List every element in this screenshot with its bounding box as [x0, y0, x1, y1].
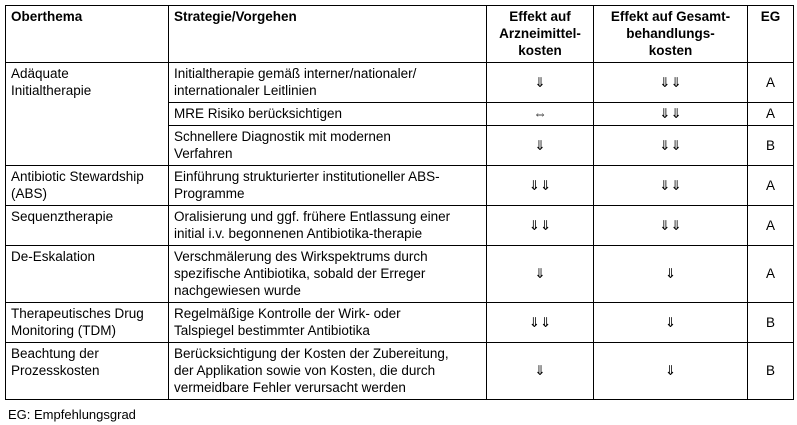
cell-gesamtkosten: ⇓⇓: [593, 165, 748, 206]
cell-gesamtkosten: ⇓⇓: [593, 125, 748, 166]
cell-eg: B: [747, 302, 794, 343]
cell-gesamtkosten: ⇓: [593, 302, 748, 343]
cell-gesamtkosten: ⇓⇓: [593, 62, 748, 103]
column-header-eg: EG: [747, 5, 794, 63]
cell-strategie: Initialtherapie gemäß interner/nationale…: [168, 62, 487, 103]
column-header-oberthema: Oberthema: [5, 5, 169, 63]
cell-arzneimittelkosten: ⇔: [486, 102, 594, 126]
cell-arzneimittelkosten: ⇓⇓: [486, 302, 594, 343]
cell-arzneimittelkosten: ⇓⇓: [486, 205, 594, 246]
cell-strategie: Oralisierung und ggf. frühere Entlassung…: [168, 205, 487, 246]
table-row: Therapeutisches Drug Monitoring (TDM) Reg…: [5, 302, 794, 343]
cell-strategie: MRE Risiko berücksichtigen: [168, 102, 487, 126]
recommendations-table: Oberthema Strategie/Vorgehen Effekt auf Ar…: [5, 5, 794, 400]
table-head: Oberthema Strategie/Vorgehen Effekt auf Ar…: [5, 5, 794, 63]
cell-strategie: Verschmälerung des Wirkspektrums durch s…: [168, 245, 487, 303]
cell-oberthema: De-Eskalation: [5, 245, 169, 303]
table-row: De-Eskalation Verschmälerung des Wirkspek…: [5, 245, 794, 303]
cell-eg: A: [747, 102, 794, 126]
cell-strategie: Einführung strukturierter institutionell…: [168, 165, 487, 206]
cell-arzneimittelkosten: ⇓: [486, 62, 594, 103]
cell-oberthema: Therapeutisches Drug Monitoring (TDM): [5, 302, 169, 343]
cell-gesamtkosten: ⇓⇓: [593, 205, 748, 246]
cell-eg: B: [747, 342, 794, 400]
column-header-gesamtkosten: Effekt auf Gesamt- behandlungs- kosten: [593, 5, 748, 63]
cell-oberthema: Beachtung der Prozesskosten: [5, 342, 169, 400]
table-row: Beachtung der Prozesskosten Berücksichtig…: [5, 342, 794, 400]
table-row: Schnellere Diagnostik mit modernen Verfa…: [6, 125, 794, 166]
cell-arzneimittelkosten: ⇓: [486, 125, 594, 166]
cell-gesamtkosten: ⇓: [593, 342, 748, 400]
cell-gesamtkosten: ⇓: [593, 245, 748, 303]
cell-strategie: Berücksichtigung der Kosten der Zubereit…: [168, 342, 487, 400]
cell-oberthema: Antibiotic Stewardship (ABS): [5, 165, 169, 206]
column-header-arzneimittelkosten: Effekt auf Arzneimittel- kosten: [486, 5, 594, 63]
cell-arzneimittelkosten: ⇓: [486, 342, 594, 400]
cell-eg: A: [747, 245, 794, 303]
eg-legend-note: EG: Empfehlungsgrad: [8, 407, 136, 422]
cell-gesamtkosten: ⇓⇓: [593, 102, 748, 126]
column-header-strategie: Strategie/Vorgehen: [168, 5, 487, 63]
cell-arzneimittelkosten: ⇓: [486, 245, 594, 303]
cell-eg: A: [747, 62, 794, 103]
cell-strategie: Regelmäßige Kontrolle der Wirk- oder Tal…: [168, 302, 487, 343]
cell-arzneimittelkosten: ⇓⇓: [486, 165, 594, 206]
cell-eg: A: [747, 165, 794, 206]
table-header-row: Oberthema Strategie/Vorgehen Effekt auf Ar…: [5, 5, 794, 63]
cell-oberthema: Adäquate Initialtherapie: [5, 62, 169, 166]
table-row: Adäquate Initialtherapie Initialtherapie …: [5, 62, 794, 166]
cell-eg: B: [747, 125, 794, 166]
table-row: Sequenztherapie Oralisierung und ggf. frü…: [5, 205, 794, 246]
table-row: Antibiotic Stewardship (ABS) Einführung s…: [5, 165, 794, 206]
cell-eg: A: [747, 205, 794, 246]
cell-strategie: Schnellere Diagnostik mit modernen Verfa…: [168, 125, 487, 166]
cell-oberthema: Sequenztherapie: [5, 205, 169, 246]
table-body: Adäquate Initialtherapie Initialtherapie …: [5, 62, 794, 400]
table-row: MRE Risiko berücksichtigen ⇔ ⇓⇓ A: [6, 102, 794, 126]
